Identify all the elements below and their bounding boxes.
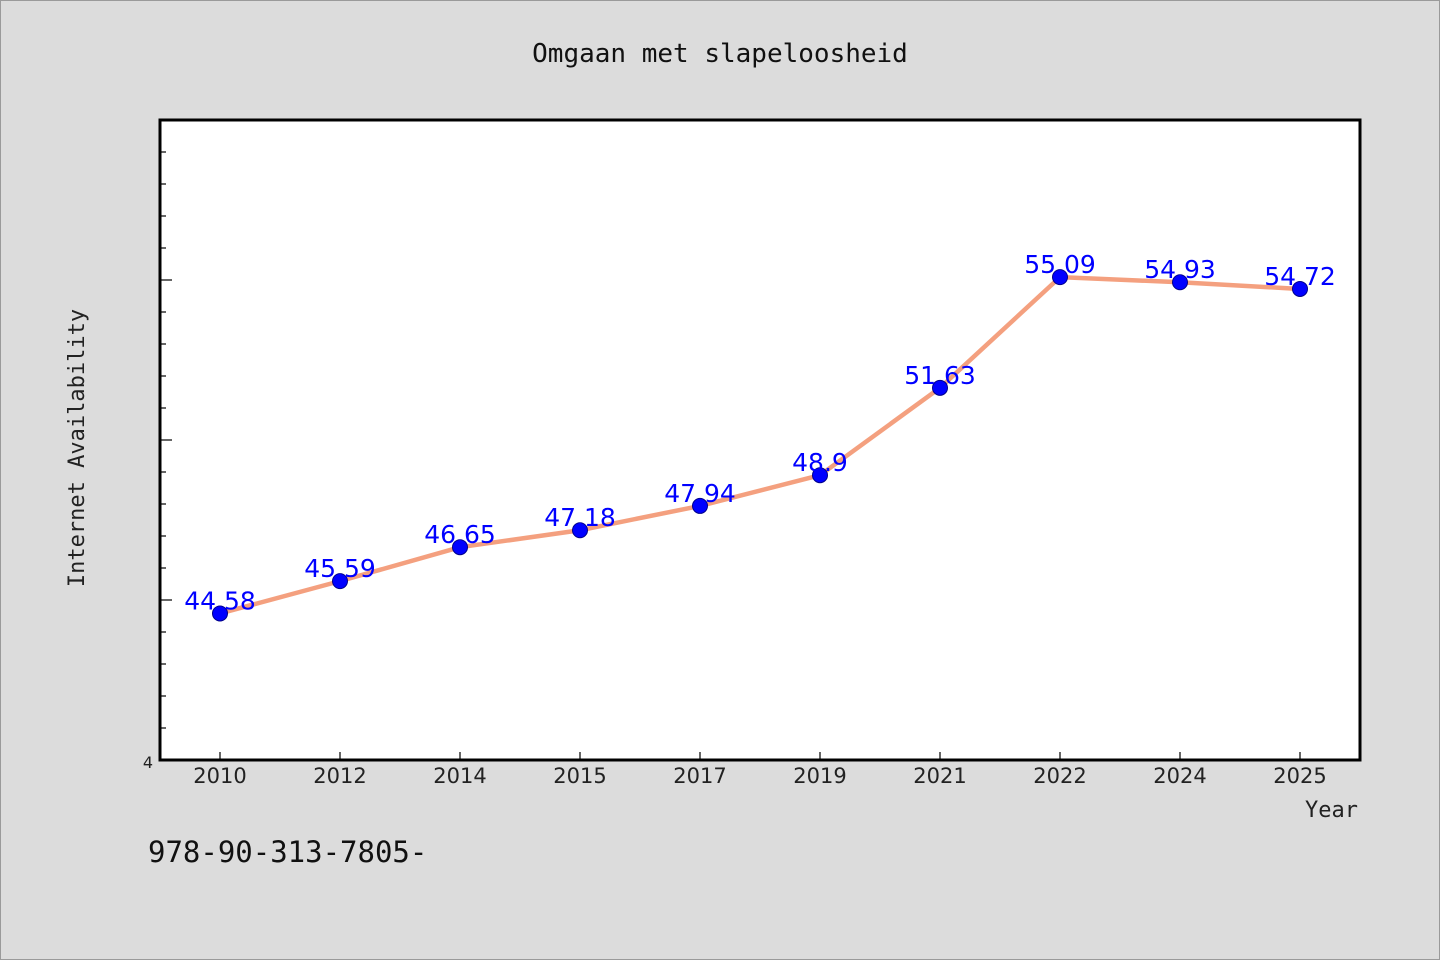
x-axis-label: Year <box>1305 798 1358 823</box>
data-point <box>212 605 228 622</box>
x-tick-label: 2017 <box>673 764 726 788</box>
x-axis-tick-labels: 2010 2012 2014 2015 2017 2019 2021 2022 2024 2025 <box>193 764 1326 788</box>
data-label: 54.93 <box>1144 255 1216 284</box>
x-tick-label: 2021 <box>913 764 966 788</box>
x-tick-label: 2019 <box>793 764 846 788</box>
data-label: 47.18 <box>544 503 616 532</box>
y-tick-label: 4 <box>143 753 153 772</box>
x-tick-label: 2022 <box>1033 764 1086 788</box>
data-point <box>812 467 828 484</box>
data-label: 54.72 <box>1264 262 1336 291</box>
data-label: 51.63 <box>904 361 976 390</box>
data-label: 44.58 <box>184 586 256 615</box>
data-point <box>332 573 348 590</box>
series-line <box>217 274 1303 616</box>
data-label: 55.09 <box>1024 250 1096 279</box>
x-tick-label: 2024 <box>1153 764 1206 788</box>
data-label: 47.94 <box>664 479 736 508</box>
x-tick-label: 2015 <box>553 764 606 788</box>
data-point <box>692 497 708 514</box>
data-label: 48.9 <box>792 448 848 477</box>
data-point <box>1172 274 1188 291</box>
data-markers <box>212 269 1308 622</box>
data-point <box>572 522 588 539</box>
chart-title: Omgaan met slapeloosheid <box>532 39 908 69</box>
footer-isbn: 978-90-313-7805- <box>148 835 427 869</box>
y-axis-label: Internet Availability <box>65 309 90 587</box>
y-axis-ticks <box>160 119 172 761</box>
data-point <box>932 379 948 396</box>
x-tick-label: 2010 <box>193 764 246 788</box>
data-labels: 44.58 45.59 46.65 47.18 47.94 48.9 51.63 55.09 5… <box>184 250 1336 615</box>
data-point <box>452 539 468 556</box>
series-line-group <box>217 274 1303 616</box>
data-label: 45.59 <box>304 554 376 583</box>
x-axis-ticks <box>219 752 1301 760</box>
data-point <box>1052 269 1068 286</box>
data-label: 46.65 <box>424 520 496 549</box>
data-point <box>1292 280 1308 297</box>
x-tick-label: 2012 <box>313 764 366 788</box>
plot-area <box>158 118 1362 762</box>
x-tick-label: 2025 <box>1273 764 1326 788</box>
x-tick-label: 2014 <box>433 764 486 788</box>
